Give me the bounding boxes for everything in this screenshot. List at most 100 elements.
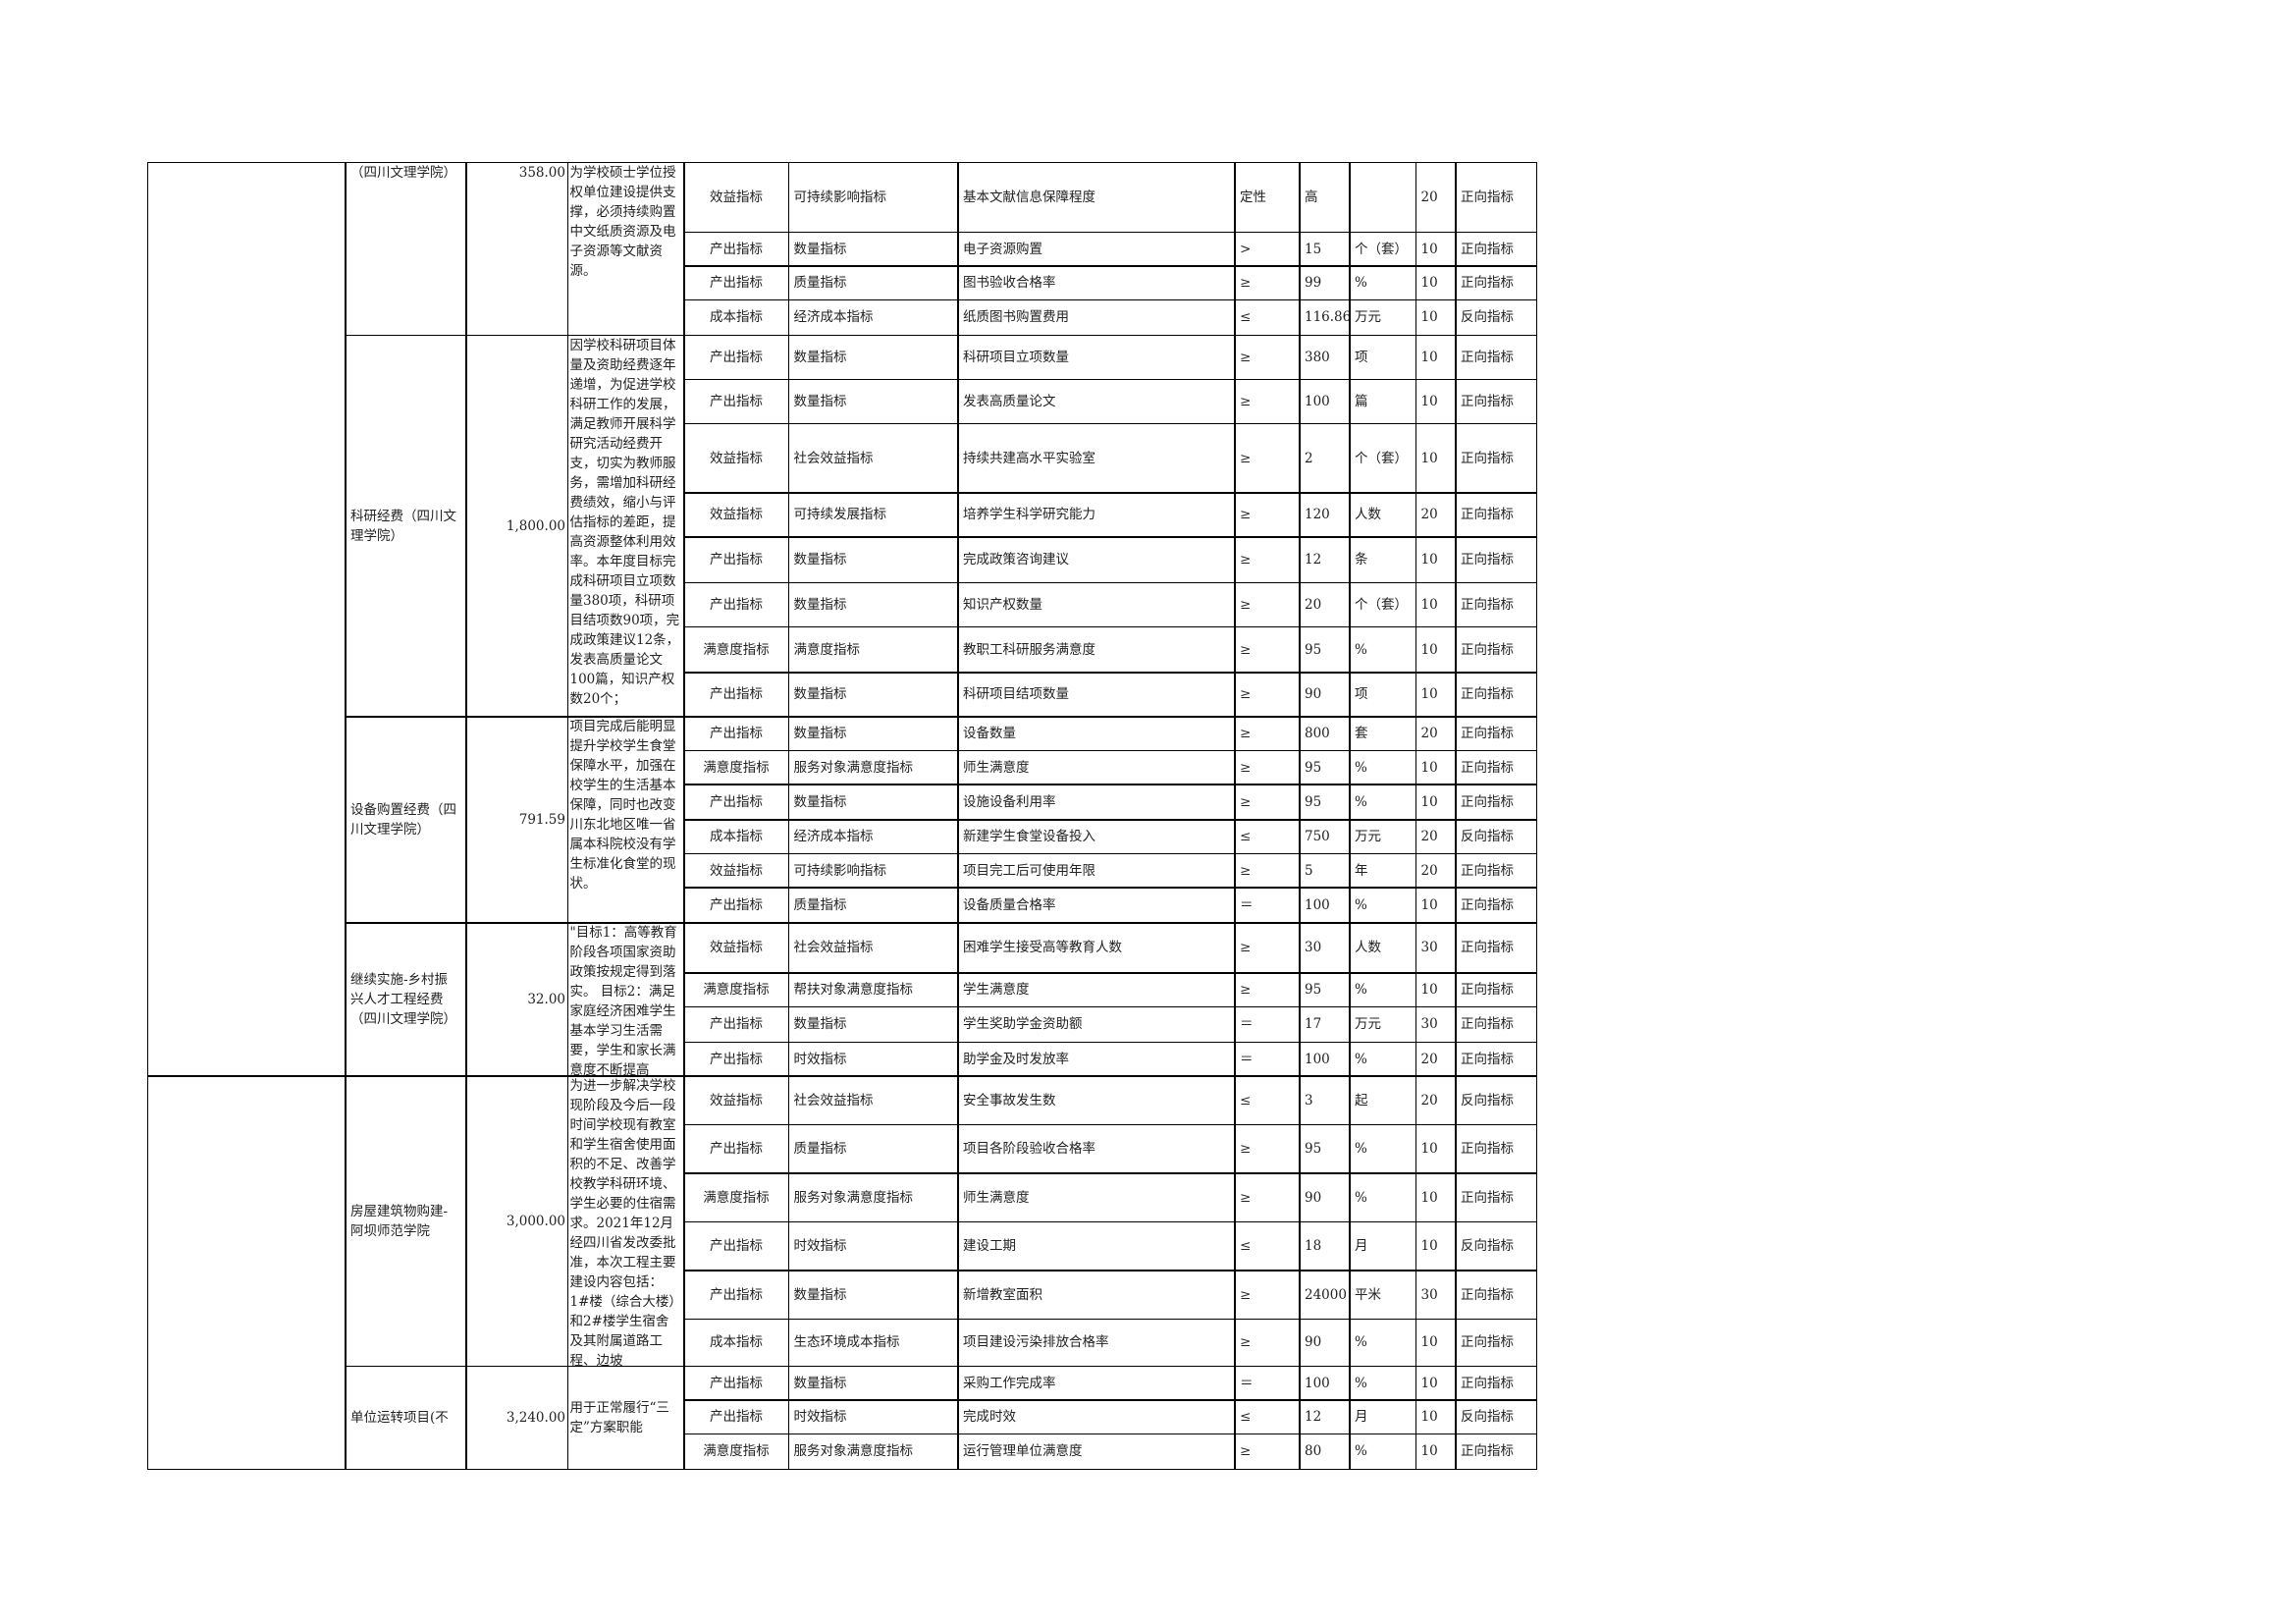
cell-text: 10 xyxy=(1420,275,1438,291)
cell-text: 数量指标 xyxy=(793,726,847,741)
cell-text: 17 xyxy=(1305,1016,1322,1033)
cell-text: 新增教室面积 xyxy=(963,1286,1042,1303)
target-value: 95 xyxy=(1299,749,1351,785)
indicator-level2: 社会效益指标 xyxy=(787,922,959,974)
operator: ≥ xyxy=(1234,422,1301,494)
indicator-level1: 产出指标 xyxy=(683,1399,789,1434)
indicator-level1: 产出指标 xyxy=(683,716,789,751)
cell-text: 正向指标 xyxy=(1461,686,1514,703)
cell-text: 满意度指标 xyxy=(703,1443,770,1460)
target-value: 99 xyxy=(1299,265,1351,300)
target-value: 80 xyxy=(1299,1433,1351,1470)
cell-text: ≥ xyxy=(1240,275,1252,291)
cell-text: 生态环境成本指标 xyxy=(793,1334,900,1351)
cell-text: 效益指标 xyxy=(710,862,763,879)
unit: 篇 xyxy=(1349,378,1416,424)
indicator-level3: 培养学生科学研究能力 xyxy=(957,492,1236,538)
cell-text: 正向指标 xyxy=(1461,189,1514,205)
cell-text: 正向指标 xyxy=(1461,1016,1514,1033)
indicator-level2: 社会效益指标 xyxy=(787,1075,959,1125)
cell-text: 教职工科研服务满意度 xyxy=(963,641,1095,658)
indicator-level1: 满意度指标 xyxy=(683,749,789,785)
indicator-level1: 产出指标 xyxy=(683,581,789,627)
cell-text: ≥ xyxy=(1240,940,1252,956)
cell-text: ≥ xyxy=(1240,641,1252,658)
cell-text: 反向指标 xyxy=(1461,1092,1514,1109)
unit: 起 xyxy=(1349,1075,1416,1125)
cell-text: 正向指标 xyxy=(1461,552,1514,568)
cell-text: 项目完成后能明显提升学校学生食堂保障水平，加强在校学生的生活基本保障，同时也改变… xyxy=(569,719,676,892)
cell-text: ≥ xyxy=(1240,1443,1252,1460)
cell-text: 持续共建高水平实验室 xyxy=(963,450,1095,466)
indicator-level2: 社会效益指标 xyxy=(787,422,959,494)
indicator-level1: 满意度指标 xyxy=(683,1172,789,1222)
weight: 10 xyxy=(1415,422,1457,494)
unit: % xyxy=(1349,1041,1416,1077)
weight: 10 xyxy=(1415,265,1457,300)
cell-text: 10 xyxy=(1420,1409,1438,1425)
cell-text: 套 xyxy=(1355,726,1368,741)
operator: ≤ xyxy=(1234,298,1301,336)
cell-text: 项目建设污染排放合格率 xyxy=(963,1334,1109,1351)
indicator-level2: 时效指标 xyxy=(787,1399,959,1434)
cell-text: 正向指标 xyxy=(1461,982,1514,998)
direction: 反向指标 xyxy=(1455,819,1537,854)
cell-text: 经济成本指标 xyxy=(793,309,874,326)
cell-text: 学生奖助学金资助额 xyxy=(963,1016,1083,1033)
indicator-level3: 设备质量合格率 xyxy=(957,887,1236,924)
operator: ≥ xyxy=(1234,1123,1301,1174)
indicator-level1: 成本指标 xyxy=(683,1318,789,1367)
unit xyxy=(1349,162,1416,233)
cell-text: 产出指标 xyxy=(710,596,763,613)
unit: 万元 xyxy=(1349,1005,1416,1043)
department xyxy=(147,162,347,1077)
unit: 项 xyxy=(1349,334,1416,380)
weight: 20 xyxy=(1415,1041,1457,1077)
cell-text: 人数 xyxy=(1355,940,1381,956)
indicator-level3: 纸质图书购置费用 xyxy=(957,298,1236,336)
weight: 10 xyxy=(1415,625,1457,674)
cell-text: 高 xyxy=(1305,189,1318,205)
indicator-level1: 产出指标 xyxy=(683,265,789,300)
operator: ≥ xyxy=(1234,378,1301,424)
target-value: 12 xyxy=(1299,536,1351,583)
cell-text: 知识产权数量 xyxy=(963,596,1042,613)
operator: 定性 xyxy=(1234,162,1301,233)
cell-text: 正向指标 xyxy=(1461,793,1514,810)
project-amount: 3,000.00 xyxy=(465,1075,568,1367)
cell-text: 10 xyxy=(1420,982,1438,998)
project-name: 继续实施-乡村振兴人才工程经费（四川文理学院） xyxy=(345,922,467,1077)
cell-text: 服务对象满意度指标 xyxy=(793,1443,914,1460)
target-value: 20 xyxy=(1299,581,1351,627)
project-amount: 1,800.00 xyxy=(465,334,568,718)
cell-text: % xyxy=(1355,275,1367,291)
unit: % xyxy=(1349,625,1416,674)
cell-text: 帮扶对象满意度指标 xyxy=(793,982,914,998)
weight: 10 xyxy=(1415,672,1457,718)
cell-text: 设施设备利用率 xyxy=(963,793,1056,810)
cell-text: 116.86 xyxy=(1305,309,1351,326)
cell-text: ＝ xyxy=(1240,1016,1254,1033)
operator: ＝ xyxy=(1234,1005,1301,1043)
indicator-level1: 产出指标 xyxy=(683,887,789,924)
direction: 正向指标 xyxy=(1455,625,1537,674)
cell-text: 完成时效 xyxy=(963,1409,1016,1425)
unit: 年 xyxy=(1349,852,1416,889)
target-value: 100 xyxy=(1299,887,1351,924)
cell-text: 5 xyxy=(1305,862,1313,879)
cell-text: 正向指标 xyxy=(1461,450,1514,466)
indicator-level2: 数量指标 xyxy=(787,231,959,267)
cell-text: 反向指标 xyxy=(1461,829,1514,844)
project-name: 科研经费（四川文理学院） xyxy=(345,334,467,718)
unit: % xyxy=(1349,1123,1416,1174)
indicator-level1: 满意度指标 xyxy=(683,972,789,1007)
cell-text: 产出指标 xyxy=(710,241,763,257)
indicator-level2: 数量指标 xyxy=(787,536,959,583)
indicator-level1: 产出指标 xyxy=(683,334,789,380)
target-value: 12 xyxy=(1299,1399,1351,1434)
project-name: （四川文理学院） xyxy=(345,162,467,336)
target-value: 15 xyxy=(1299,231,1351,267)
weight: 20 xyxy=(1415,852,1457,889)
direction: 正向指标 xyxy=(1455,1123,1537,1174)
cell-text: 18 xyxy=(1305,1238,1322,1254)
